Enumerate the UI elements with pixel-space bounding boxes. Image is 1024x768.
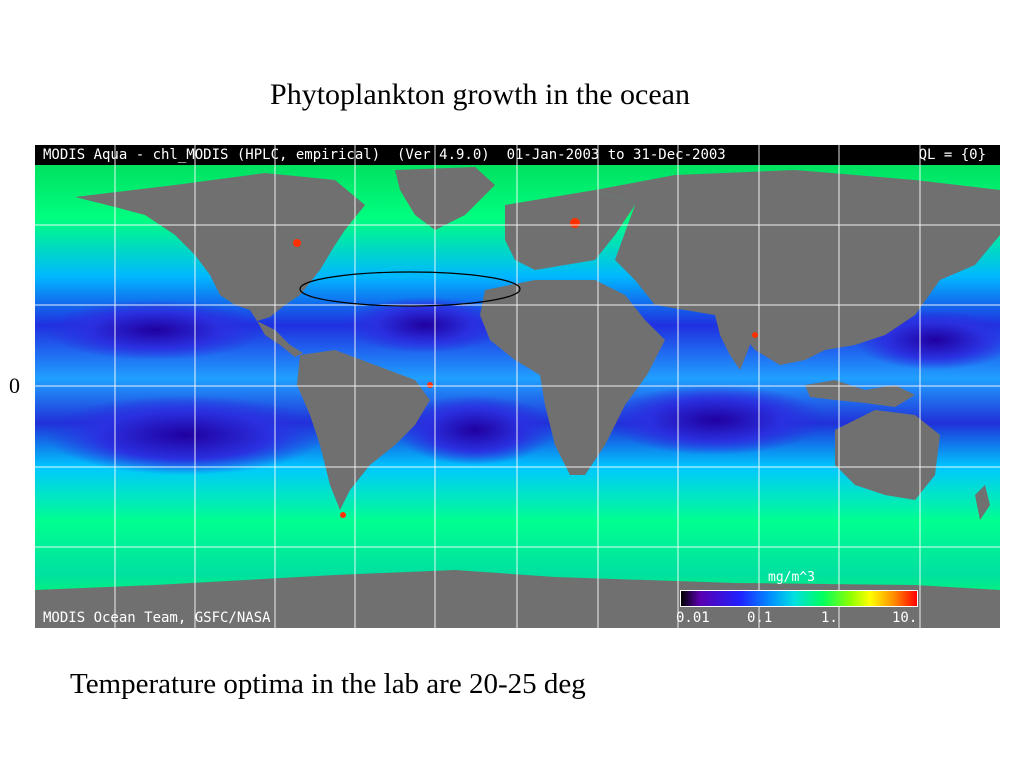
central-america bbox=[257, 321, 303, 357]
colorbar-tick: 0.01 bbox=[676, 610, 710, 626]
south-america bbox=[297, 350, 430, 510]
colorbar-tick: 0.1 bbox=[747, 610, 773, 626]
colorbar bbox=[680, 590, 918, 607]
highlight-ellipse bbox=[299, 271, 521, 307]
map-grid bbox=[35, 145, 1000, 628]
map-ql-label: QL = {0} bbox=[918, 147, 986, 163]
equator-label: 0 bbox=[9, 373, 20, 398]
chlorophyll-map: MODIS Aqua - chl_MODIS (HPLC, empirical)… bbox=[35, 145, 1000, 628]
australia bbox=[835, 410, 940, 500]
greenland bbox=[395, 167, 495, 230]
europe bbox=[505, 190, 635, 270]
caption: Temperature optima in the lab are 20-25 … bbox=[70, 668, 586, 700]
north-america bbox=[75, 173, 365, 321]
map-credit: MODIS Ocean Team, GSFC/NASA bbox=[43, 610, 271, 626]
map-graphic bbox=[35, 145, 1000, 628]
colorbar-tick: 10. bbox=[892, 610, 918, 626]
india bbox=[715, 315, 755, 370]
slide-title: Phytoplankton growth in the ocean bbox=[270, 78, 690, 111]
asia bbox=[595, 170, 1000, 365]
africa bbox=[480, 280, 665, 475]
indonesia bbox=[805, 380, 915, 407]
north-atlantic-gyre bbox=[345, 297, 505, 353]
indian-ocean-gyre bbox=[605, 385, 825, 455]
map-header: MODIS Aqua - chl_MODIS (HPLC, empirical)… bbox=[43, 147, 726, 163]
new-zealand bbox=[975, 485, 990, 520]
south-pacific-gyre bbox=[45, 395, 325, 475]
north-pacific-gyre-east bbox=[45, 300, 265, 360]
colorbar-tick: 1. bbox=[821, 610, 838, 626]
colorbar-unit: mg/m^3 bbox=[768, 570, 815, 585]
